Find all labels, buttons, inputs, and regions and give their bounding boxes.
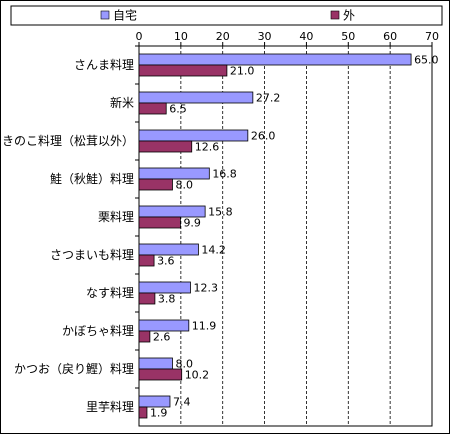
x-axis: 0 10 20 30 40 50 60 70 [136,30,439,46]
bar [138,91,254,104]
data-label: 3.6 [157,255,175,268]
data-label: 7.4 [173,396,191,409]
category-label: 栗料理 [98,210,134,224]
data-label: 12.6 [195,141,220,154]
x-tick-label: 10 [174,30,188,43]
data-label: 65.0 [414,54,439,67]
bar [138,254,155,267]
category-label: かつお（戻り鰹）料理 [14,362,134,376]
bar [138,140,193,153]
legend-swatch [330,10,340,20]
data-label: 11.9 [192,320,217,333]
bar [138,205,206,218]
grid [138,45,433,427]
bars [138,53,412,419]
data-labels: 65.0 21.0 27.2 6.5 26.0 12.6 16.8 8.0 15.8 9.9 14.… [150,54,439,420]
x-tick-label: 60 [383,30,397,43]
data-label: 10.2 [185,369,210,382]
bar [138,292,156,305]
bar [138,319,190,332]
bar [138,243,199,256]
bar [138,178,173,191]
data-label: 1.9 [150,407,168,420]
category-label: なす料理 [86,286,134,300]
data-label: 16.8 [212,168,237,181]
category-label: さんま料理 [74,58,134,72]
data-label: 15.8 [208,206,233,219]
category-label: 鮭（秋鮭）料理 [50,171,134,186]
legend-label: 外 [343,9,355,23]
x-tick-label: 50 [341,30,355,43]
category-label: さつまいも料理 [50,248,134,262]
data-label: 12.3 [193,282,218,295]
category-label: きのこ料理（松茸以外） [2,134,134,148]
data-label: 27.2 [256,92,281,105]
data-label: 2.6 [153,331,171,344]
data-label: 14.2 [201,244,226,257]
data-label: 6.5 [169,103,187,116]
bar [138,357,173,370]
bar [138,281,191,294]
bar [138,216,181,229]
data-label: 8.0 [175,179,193,192]
bar [138,406,148,419]
data-label: 3.8 [158,293,176,306]
category-label: かぼちゃ料理 [62,324,134,338]
bar [138,64,228,77]
bar [138,102,167,115]
legend-swatch [100,10,110,20]
data-label: 26.0 [251,130,275,143]
x-tick-label: 70 [425,30,439,43]
bar [138,330,151,343]
x-tick-label: 20 [216,30,230,43]
legend: 自宅 外 [10,5,443,26]
data-label: 9.9 [183,217,201,230]
category-label: 新米 [110,95,134,110]
x-tick-label: 0 [136,30,143,43]
x-tick-label: 30 [258,30,272,43]
bar [138,129,249,142]
bar [138,167,210,180]
legend-label: 自宅 [113,8,137,23]
legend-box [10,5,443,26]
data-label: 8.0 [175,358,193,371]
bar [138,368,183,381]
bar [138,53,412,66]
bar [138,395,171,408]
x-tick-label: 40 [299,30,313,43]
data-label: 21.0 [230,65,255,78]
plot-area [138,45,433,427]
category-label: 里芋料理 [86,400,134,414]
